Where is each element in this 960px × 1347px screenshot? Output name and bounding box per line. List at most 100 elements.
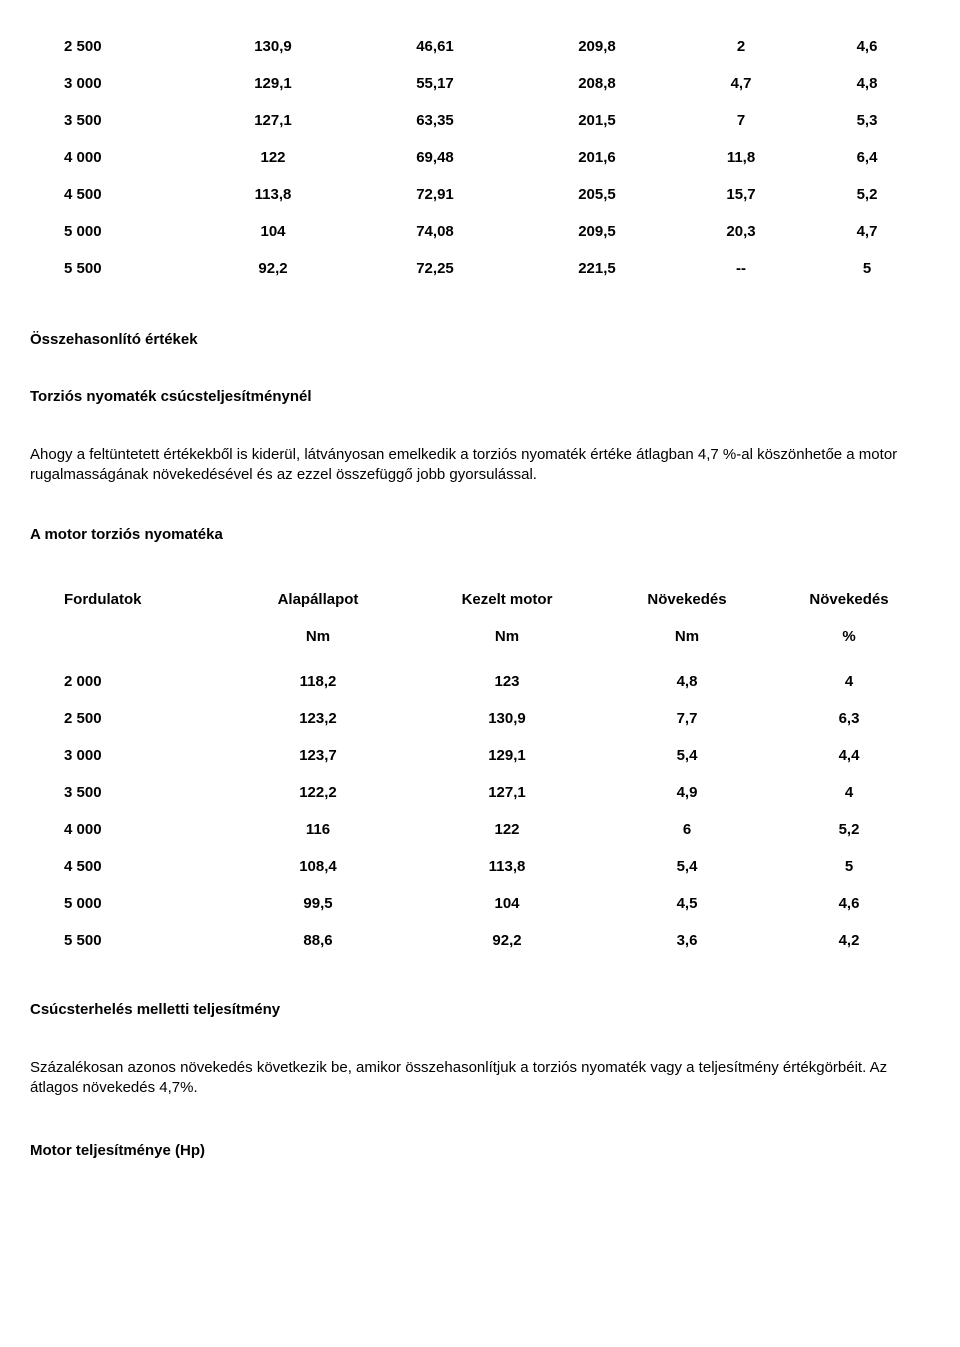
table-row: 5 50092,272,25221,5--5 — [30, 250, 930, 287]
table-cell: 2 000 — [30, 663, 228, 700]
table-cell: 69,48 — [354, 139, 516, 176]
table-cell: 4,6 — [804, 28, 930, 65]
table-cell: 72,91 — [354, 176, 516, 213]
table-cell: 123 — [408, 663, 606, 700]
table-cell: 123,2 — [228, 700, 408, 737]
table-cell: 108,4 — [228, 848, 408, 885]
table-cell: 5,3 — [804, 102, 930, 139]
table-row: 5 00010474,08209,520,34,7 — [30, 213, 930, 250]
table-cell: 5,2 — [768, 811, 930, 848]
table-cell: 130,9 — [408, 700, 606, 737]
table-cell: 122,2 — [228, 774, 408, 811]
table-cell: 15,7 — [678, 176, 804, 213]
table-cell: 4,7 — [804, 213, 930, 250]
table-cell: 3 500 — [30, 102, 192, 139]
heading-motor-torque: A motor torziós nyomatéka — [30, 526, 930, 543]
table-cell: 122 — [192, 139, 354, 176]
paragraph-peak-desc: Százalékosan azonos növekedés következik… — [30, 1058, 930, 1099]
table-cell: 5,4 — [606, 737, 768, 774]
table-cell: 116 — [228, 811, 408, 848]
table-cell: 205,5 — [516, 176, 678, 213]
table-cell: 130,9 — [192, 28, 354, 65]
heading-motor-hp: Motor teljesítménye (Hp) — [30, 1142, 930, 1159]
table-cell: 4,4 — [768, 737, 930, 774]
table-cell: 6,3 — [768, 700, 930, 737]
table-header: Fordulatok — [30, 581, 228, 618]
table-cell: 99,5 — [228, 885, 408, 922]
table-cell: 2 500 — [30, 700, 228, 737]
table-cell: 2 500 — [30, 28, 192, 65]
table-unit-cell: Nm — [408, 618, 606, 663]
table-cell: 63,35 — [354, 102, 516, 139]
table-cell: 113,8 — [408, 848, 606, 885]
table-cell: 5 — [768, 848, 930, 885]
table-cell: 104 — [408, 885, 606, 922]
table-cell: 72,25 — [354, 250, 516, 287]
table-cell: 74,08 — [354, 213, 516, 250]
table-unit-cell — [30, 618, 228, 663]
table-cell: 92,2 — [408, 922, 606, 959]
table-header: Növekedés — [606, 581, 768, 618]
table-row: 3 000123,7129,15,44,4 — [30, 737, 930, 774]
table-cell: 11,8 — [678, 139, 804, 176]
table-cell: 4 — [768, 663, 930, 700]
table-cell: 3 000 — [30, 65, 192, 102]
table-cell: 55,17 — [354, 65, 516, 102]
table-cell: 20,3 — [678, 213, 804, 250]
table-cell: 123,7 — [228, 737, 408, 774]
table-cell: 201,6 — [516, 139, 678, 176]
table-cell: 113,8 — [192, 176, 354, 213]
table-cell: 6,4 — [804, 139, 930, 176]
table-cell: 5,4 — [606, 848, 768, 885]
table-cell: 4 000 — [30, 811, 228, 848]
table-cell: 208,8 — [516, 65, 678, 102]
table-cell: 3,6 — [606, 922, 768, 959]
table-cell: 122 — [408, 811, 606, 848]
table-cell: 104 — [192, 213, 354, 250]
table-cell: 4,8 — [804, 65, 930, 102]
table-cell: 4 — [768, 774, 930, 811]
table-cell: 5 500 — [30, 250, 192, 287]
table-cell: 5 500 — [30, 922, 228, 959]
table-cell: 4,7 — [678, 65, 804, 102]
table-cell: 46,61 — [354, 28, 516, 65]
table-cell: 5,2 — [804, 176, 930, 213]
table-unit-cell: % — [768, 618, 930, 663]
heading-peak-performance: Csúcsterhelés melletti teljesítmény — [30, 1001, 930, 1018]
table-row: 3 000129,155,17208,84,74,8 — [30, 65, 930, 102]
table-row: 3 500122,2127,14,94 — [30, 774, 930, 811]
table-cell: 6 — [606, 811, 768, 848]
table-cell: 209,5 — [516, 213, 678, 250]
table-cell: 4,2 — [768, 922, 930, 959]
table-cell: 88,6 — [228, 922, 408, 959]
table-row: 3 500127,163,35201,575,3 — [30, 102, 930, 139]
table-row: 5 00099,51044,54,6 — [30, 885, 930, 922]
table-row: 4 500113,872,91205,515,75,2 — [30, 176, 930, 213]
table-cell: 3 500 — [30, 774, 228, 811]
table-unit-cell: Nm — [228, 618, 408, 663]
table-cell: 4,8 — [606, 663, 768, 700]
table-row: 4 00011612265,2 — [30, 811, 930, 848]
table-cell: 5 — [804, 250, 930, 287]
table-header: Növekedés — [768, 581, 930, 618]
table-cell: 4,6 — [768, 885, 930, 922]
subheading-torque-peak: Torziós nyomaték csúcsteljesítménynél — [30, 388, 930, 405]
table-cell: 221,5 — [516, 250, 678, 287]
table-cell: 127,1 — [192, 102, 354, 139]
table-cell: 5 000 — [30, 885, 228, 922]
table-cell: 5 000 — [30, 213, 192, 250]
paragraph-torque-desc: Ahogy a feltüntetett értékekből is kider… — [30, 445, 930, 486]
table-cell: 4,9 — [606, 774, 768, 811]
table-header: Alapállapot — [228, 581, 408, 618]
table-unit-cell: Nm — [606, 618, 768, 663]
table-row: 2 500123,2130,97,76,3 — [30, 700, 930, 737]
table-cell: 4 500 — [30, 176, 192, 213]
table-cell: 129,1 — [408, 737, 606, 774]
table-cell: 129,1 — [192, 65, 354, 102]
data-table-2: FordulatokAlapállapotKezelt motorNöveked… — [30, 581, 930, 959]
table-cell: 3 000 — [30, 737, 228, 774]
table-cell: 209,8 — [516, 28, 678, 65]
table-cell: 2 — [678, 28, 804, 65]
section-heading-compare: Összehasonlító értékek — [30, 331, 930, 348]
table-row: 4 500108,4113,85,45 — [30, 848, 930, 885]
